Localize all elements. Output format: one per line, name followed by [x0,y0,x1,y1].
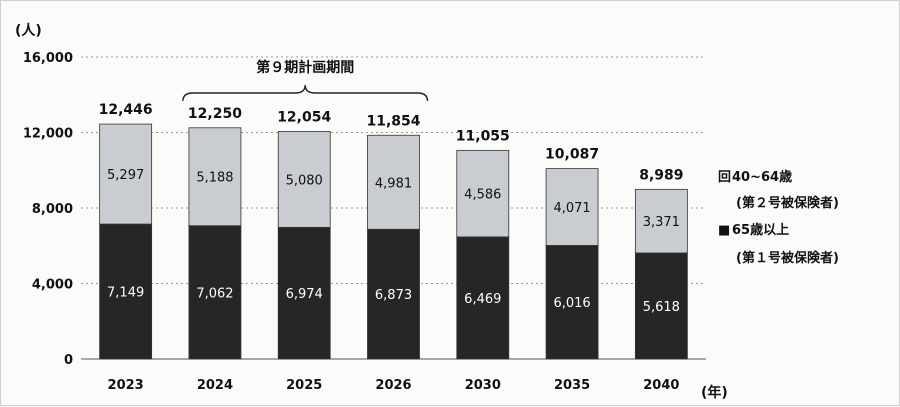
bar-value-label-65plus-2025: 6,974 [286,287,323,302]
y-tick-label-8000: 8,000 [32,202,73,217]
y-tick-label-0: 0 [64,353,73,368]
bar-value-label-65plus-2024: 7,062 [196,286,233,301]
bar-value-label-65plus-2040: 5,618 [643,300,680,315]
legend-marker-40-64: 回 [718,170,731,185]
bar-segment-40-64-2035 [545,168,599,246]
bar-value-label-65plus-2030: 6,469 [464,292,501,307]
plan-period-label: 第９期計画期間 [256,59,354,76]
bar-total-label-2030: 11,055 [456,128,510,144]
y-axis-unit: (人) [15,22,42,39]
legend: 回 40~64歳 (第２号被保険者) ■ 65歳以上 (第１号被保険者) [718,169,839,266]
legend-entry-40-64-sub: (第２号被保険者) [736,195,839,211]
bar-value-label-65plus-2026: 6,873 [375,288,412,303]
x-tick-label-2040: 2040 [643,378,679,393]
bar-segment-40-64-2040 [634,188,688,254]
bar-segment-40-64-2024 [188,127,242,227]
y-tick-label-4000: 4,000 [32,278,73,293]
bar-value-label-65plus-2035: 6,016 [553,296,590,311]
brace-path [182,84,429,102]
legend-entry-65plus-sub: (第１号被保険者) [736,250,839,266]
bar-value-label-40-64-2023: 5,297 [107,168,144,183]
bar-total-label-2024: 12,250 [188,106,242,122]
bar-segment-65plus-2040 [634,252,688,360]
bar-value-label-40-64-2024: 5,188 [196,171,233,186]
bar-segment-65plus-2030 [456,236,510,360]
x-tick-label-2025: 2025 [286,378,322,393]
x-tick-label-2035: 2035 [554,378,590,393]
bar-value-label-40-64-2040: 3,371 [643,215,680,230]
bar-total-label-2026: 11,854 [366,113,420,129]
x-tick-label-2023: 2023 [108,378,144,393]
bar-total-label-2035: 10,087 [545,147,599,163]
legend-entry-65plus: 65歳以上 [732,222,789,238]
bar-total-label-2023: 12,446 [99,102,153,118]
bar-value-label-40-64-2030: 4,586 [464,188,501,203]
y-tick-label-16000: 16,000 [23,51,73,66]
bar-segment-65plus-2023 [99,223,153,360]
x-tick-label-2024: 2024 [197,378,233,393]
plan-period-brace [182,84,429,102]
x-axis-unit: (年) [701,384,728,401]
y-tick-label-12000: 12,000 [23,127,73,142]
bar-total-label-2025: 12,054 [277,109,331,125]
x-tick-label-2026: 2026 [375,378,411,393]
bar-segment-65plus-2025 [277,226,331,360]
x-tick-label-2030: 2030 [465,378,501,393]
bar-segment-65plus-2026 [367,228,420,360]
legend-marker-65plus: ■ [718,223,730,238]
legend-entry-40-64: 40~64歳 [732,169,792,185]
bar-segment-40-64-2030 [456,149,510,238]
bar-segment-40-64-2025 [277,131,331,228]
bar-segment-40-64-2026 [367,134,420,230]
bar-segment-65plus-2035 [545,245,599,360]
bar-value-label-40-64-2025: 5,080 [286,173,323,188]
bar-value-label-40-64-2026: 4,981 [375,176,412,191]
bar-value-label-40-64-2035: 4,071 [553,201,590,216]
bar-segment-65plus-2024 [188,225,242,360]
bar-value-label-65plus-2023: 7,149 [107,286,144,301]
bar-segment-40-64-2023 [99,123,153,225]
bar-total-label-2040: 8,989 [639,167,683,183]
